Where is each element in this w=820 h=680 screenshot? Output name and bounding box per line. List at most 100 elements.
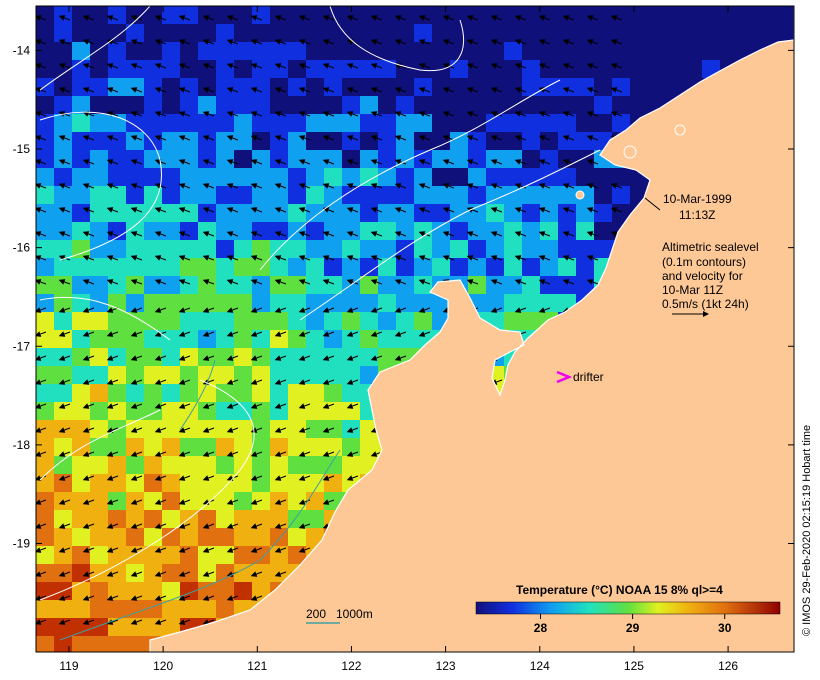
sst-cell — [198, 276, 216, 294]
sst-cell — [270, 474, 288, 492]
sst-cell — [234, 294, 252, 312]
velocity-arrow — [274, 499, 287, 505]
sst-cell — [198, 492, 216, 510]
velocity-arrow — [490, 63, 503, 69]
sst-cell — [216, 366, 234, 384]
sst-cell — [234, 582, 252, 600]
sst-cell — [486, 114, 504, 132]
sst-cell — [180, 222, 198, 240]
velocity-arrow — [106, 571, 119, 577]
sst-cell — [522, 204, 540, 222]
sst-cell — [324, 222, 342, 240]
sst-cell — [324, 168, 342, 186]
sst-cell — [180, 42, 198, 60]
velocity-arrow — [130, 427, 143, 433]
sst-cell — [486, 6, 504, 24]
velocity-arrow — [298, 451, 311, 457]
velocity-arrow — [538, 39, 551, 45]
velocity-arrow — [322, 87, 335, 93]
sst-cell — [162, 312, 180, 330]
sst-cell — [126, 294, 144, 312]
lon-tick-label: 124 — [530, 659, 550, 673]
colorbar-ramp — [475, 601, 781, 615]
sst-cell — [396, 240, 414, 258]
sst-cell — [72, 528, 90, 546]
velocity-arrow — [178, 207, 191, 213]
velocity-arrow — [442, 255, 455, 261]
velocity-arrow — [298, 475, 311, 481]
sst-cell — [342, 78, 360, 96]
sst-cell — [720, 42, 738, 60]
sst-cell — [288, 114, 306, 132]
sst-cell — [396, 6, 414, 24]
sst-cell — [180, 204, 198, 222]
sst-cell — [306, 312, 324, 330]
sst-cell — [558, 96, 576, 114]
sst-cell — [288, 258, 306, 276]
sst-cell — [72, 78, 90, 96]
sst-cell — [252, 312, 270, 330]
sst-cell — [414, 186, 432, 204]
sst-cell — [522, 240, 540, 258]
sst-cell — [738, 6, 756, 24]
sst-cell — [288, 366, 306, 384]
sst-cell — [54, 186, 72, 204]
sst-cell — [126, 222, 144, 240]
sst-cell — [306, 474, 324, 492]
sst-cell — [342, 438, 360, 456]
velocity-arrow — [346, 255, 359, 261]
sst-cell — [702, 24, 720, 42]
sst-cell — [36, 42, 54, 60]
sst-cell — [108, 258, 126, 276]
sst-cell — [396, 222, 414, 240]
velocity-arrow — [58, 427, 71, 433]
sst-cell — [792, 240, 794, 258]
velocity-arrow — [274, 39, 287, 45]
sst-cell — [162, 384, 180, 402]
velocity-arrow — [36, 475, 47, 481]
sst-cell — [216, 492, 234, 510]
velocity-arrow — [418, 207, 431, 213]
sst-cell — [162, 240, 180, 258]
sst-cell — [36, 222, 54, 240]
sst-cell — [792, 258, 794, 276]
sst-cell — [72, 312, 90, 330]
sst-cell — [198, 24, 216, 42]
sst-cell — [306, 42, 324, 60]
sst-cell — [324, 384, 342, 402]
sst-cell — [162, 582, 180, 600]
sst-cell — [432, 60, 450, 78]
velocity-arrow — [36, 207, 47, 213]
velocity-arrow — [106, 355, 119, 361]
sst-cell — [36, 600, 54, 618]
velocity-arrow — [36, 547, 47, 553]
sst-cell — [540, 240, 558, 258]
sst-cell — [504, 258, 522, 276]
lat-tick-label: -15 — [13, 142, 31, 156]
sst-cell — [252, 60, 270, 78]
sst-cell — [288, 60, 306, 78]
sst-cell — [576, 258, 594, 276]
sst-cell — [360, 132, 378, 150]
sst-cell — [162, 402, 180, 420]
lon-tick-label: 125 — [624, 659, 644, 673]
sst-cell — [486, 294, 504, 312]
sst-cell — [360, 24, 378, 42]
velocity-arrow — [250, 499, 263, 505]
sst-cell — [396, 150, 414, 168]
velocity-arrow — [346, 87, 359, 93]
velocity-arrow — [106, 231, 119, 237]
velocity-arrow — [226, 255, 239, 261]
annotation-pointer — [644, 197, 661, 211]
sst-cell — [54, 168, 72, 186]
sst-cell — [414, 204, 432, 222]
sst-cell — [612, 78, 630, 96]
sst-cell — [648, 42, 666, 60]
sst-cell — [792, 6, 794, 24]
velocity-arrow — [490, 15, 503, 21]
sst-cell — [612, 42, 630, 60]
sst-cell — [450, 204, 468, 222]
velocity-arrow — [82, 279, 95, 285]
velocity-arrow — [322, 231, 335, 237]
velocity-arrow — [58, 403, 71, 409]
